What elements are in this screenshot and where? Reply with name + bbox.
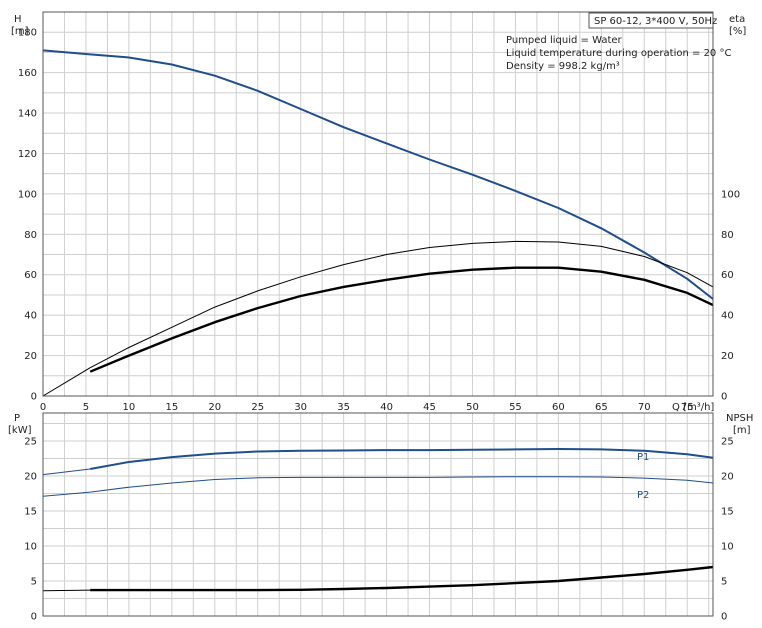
model-label: SP 60-12, 3*400 V, 50Hz: [594, 16, 717, 27]
x-tick-label: 25: [251, 402, 264, 413]
x-tick-label: 30: [294, 402, 307, 413]
x-axis-title: Q [m³/h]: [672, 402, 714, 413]
top-left-tick-label: 100: [18, 189, 37, 200]
bottom-chart-frame: [42, 412, 714, 617]
bottom-left-tick-label: 15: [24, 507, 37, 518]
info-line-temperature: Liquid temperature during operation = 20…: [506, 48, 731, 59]
top-chart-series: [42, 49, 714, 397]
series-p1-extension: [42, 468, 91, 476]
x-tick-label: 40: [380, 402, 393, 413]
top-right-tick-label: 60: [721, 270, 734, 281]
top-left-tick-label: 120: [18, 149, 37, 160]
x-tick-label: 10: [123, 402, 136, 413]
x-tick-label: 20: [208, 402, 221, 413]
x-tick-label: 50: [466, 402, 479, 413]
top-right-tick-label: 100: [721, 189, 740, 200]
bottom-left-tick-label: 5: [31, 577, 37, 588]
bottom-right-axis-unit: [m]: [733, 425, 751, 436]
model-label-box: [588, 12, 714, 29]
x-tick-label: 45: [423, 402, 436, 413]
bottom-right-tick-label: 15: [721, 507, 734, 518]
bottom-right-axis-title: NPSH: [726, 413, 753, 424]
x-tick-label: 5: [83, 402, 89, 413]
top-right-tick-label: 80: [721, 230, 734, 241]
series-head-line: [42, 49, 714, 300]
bottom-left-tick-label: 25: [24, 437, 37, 448]
info-line-density: Density = 998.2 kg/m³: [506, 61, 620, 72]
x-tick-label: 75: [681, 402, 694, 413]
top-left-tick-label: 160: [18, 68, 37, 79]
series-npsh-line: [90, 565, 714, 592]
bottom-right-tick-label: 5: [721, 577, 727, 588]
x-tick-label: 55: [509, 402, 522, 413]
x-tick-label: 70: [638, 402, 651, 413]
bottom-left-axis-title: P: [14, 413, 20, 424]
bottom-chart-series: [42, 448, 714, 592]
bottom-left-tick-label: 0: [31, 612, 37, 623]
top-left-axis-title: H: [14, 14, 22, 25]
top-left-tick-label: 140: [18, 109, 37, 120]
series-p2-line: [90, 476, 714, 493]
bottom-left-tick-label: 20: [24, 472, 37, 483]
series-label-p2: P2: [637, 490, 649, 501]
top-right-tick-label: 40: [721, 311, 734, 322]
series-p2-extension: [42, 491, 91, 497]
bottom-right-tick-label: 20: [721, 472, 734, 483]
series-npsh-extension: [42, 589, 91, 592]
top-left-tick-label: 180: [18, 28, 37, 39]
x-tick-label: 15: [165, 402, 178, 413]
bottom-right-tick-label: 0: [721, 612, 727, 623]
bottom-right-tick-label: 10: [721, 542, 734, 553]
top-left-tick-label: 60: [24, 270, 37, 281]
series-eta_thick-line: [89, 266, 714, 373]
top-right-tick-label: 20: [721, 351, 734, 362]
bottom-left-tick-label: 10: [24, 542, 37, 553]
top-right-tick-label: 0: [721, 392, 727, 403]
top-left-tick-label: 40: [24, 311, 37, 322]
top-left-axis-unit: [m]: [11, 26, 29, 37]
top-left-tick-label: 20: [24, 351, 37, 362]
bottom-chart-gridlines: [43, 413, 713, 616]
x-tick-label: 35: [337, 402, 350, 413]
top-left-tick-label: 0: [31, 392, 37, 403]
bottom-left-axis-unit: [kW]: [8, 425, 32, 436]
series-label-p1: P1: [637, 452, 649, 463]
x-tick-label: 65: [595, 402, 608, 413]
x-tick-label: 0: [40, 402, 46, 413]
top-chart-gridlines: [43, 12, 713, 396]
info-line-liquid: Pumped liquid = Water: [506, 35, 623, 46]
top-right-axis-title: eta: [729, 14, 745, 25]
series-eta_thin-line: [42, 240, 714, 397]
bottom-right-tick-label: 25: [721, 437, 734, 448]
series-p1-line: [90, 448, 714, 470]
top-chart-frame: [42, 11, 714, 397]
top-right-axis-unit: [%]: [729, 26, 746, 37]
x-tick-label: 60: [552, 402, 565, 413]
top-left-tick-label: 80: [24, 230, 37, 241]
